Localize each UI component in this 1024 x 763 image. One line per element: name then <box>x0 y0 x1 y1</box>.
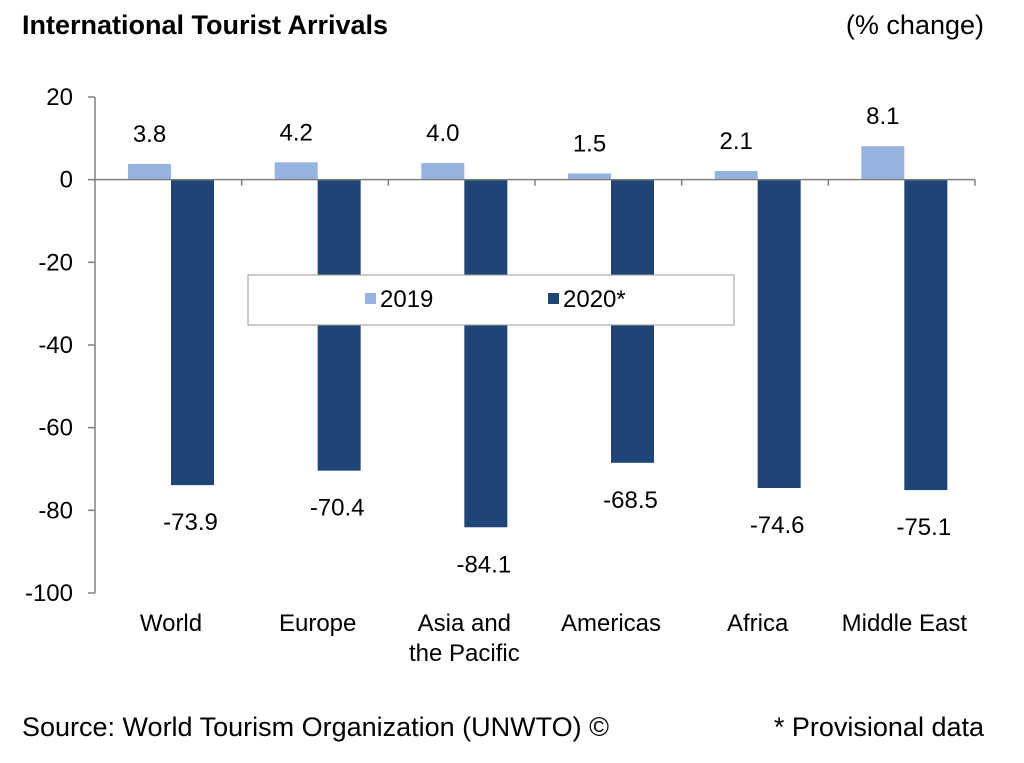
bar-2019-4 <box>714 170 758 180</box>
legend-label: 2019 <box>380 286 433 313</box>
y-tick-label: -60 <box>38 415 73 442</box>
legend-swatch <box>548 293 559 304</box>
data-label: 3.8 <box>133 121 166 148</box>
data-label: -70.4 <box>310 495 365 522</box>
x-category-label: Europe <box>279 610 356 637</box>
y-tick-label: -20 <box>38 249 73 276</box>
data-label: -74.6 <box>750 512 805 539</box>
data-label: 4.2 <box>279 119 312 146</box>
bar-2019-5 <box>861 146 905 180</box>
data-label: 4.0 <box>426 120 459 147</box>
y-tick-label: -100 <box>25 580 73 607</box>
bar-chart: 20 0 -20 -40 -60 -80 -100 3.8 -73.9 World 4.2 -70.4… <box>25 84 976 667</box>
bar-2020-0 <box>171 179 214 486</box>
legend-label: 2020* <box>563 286 626 313</box>
y-tick-label: 0 <box>60 167 73 194</box>
x-category-label: Americas <box>561 610 661 637</box>
source-note: Source: World Tourism Organization (UNWT… <box>22 712 610 742</box>
chart-title: International Tourist Arrivals <box>22 10 389 40</box>
bar-2019-2 <box>421 163 465 180</box>
data-label: 1.5 <box>573 130 606 157</box>
data-label: 2.1 <box>719 128 752 155</box>
data-label: -84.1 <box>456 551 511 578</box>
legend-swatch <box>365 293 376 304</box>
bar-2020-5 <box>904 179 948 491</box>
y-tick-label: -80 <box>38 497 73 524</box>
provisional-note: * Provisional data <box>773 712 984 742</box>
y-tick-label: -40 <box>38 332 73 359</box>
data-label: 8.1 <box>866 103 899 130</box>
bar-2019-3 <box>568 173 611 180</box>
bar-2020-4 <box>757 179 801 489</box>
legend-box <box>247 274 735 326</box>
bar-2019-0 <box>128 163 171 180</box>
bar-2019-1 <box>274 162 318 180</box>
bar-2020-2 <box>464 179 508 528</box>
data-label: -75.1 <box>896 514 951 541</box>
unit-label: (% change) <box>845 10 984 40</box>
x-category-label: the Pacific <box>409 640 520 667</box>
x-category-label: World <box>140 610 202 637</box>
x-category-label: Asia and <box>418 610 511 637</box>
x-category-label: Middle East <box>842 610 968 637</box>
x-category-label: Africa <box>727 610 789 637</box>
y-tick-label: 20 <box>46 84 73 111</box>
data-label: -73.9 <box>163 509 218 536</box>
data-label: -68.5 <box>603 487 658 514</box>
